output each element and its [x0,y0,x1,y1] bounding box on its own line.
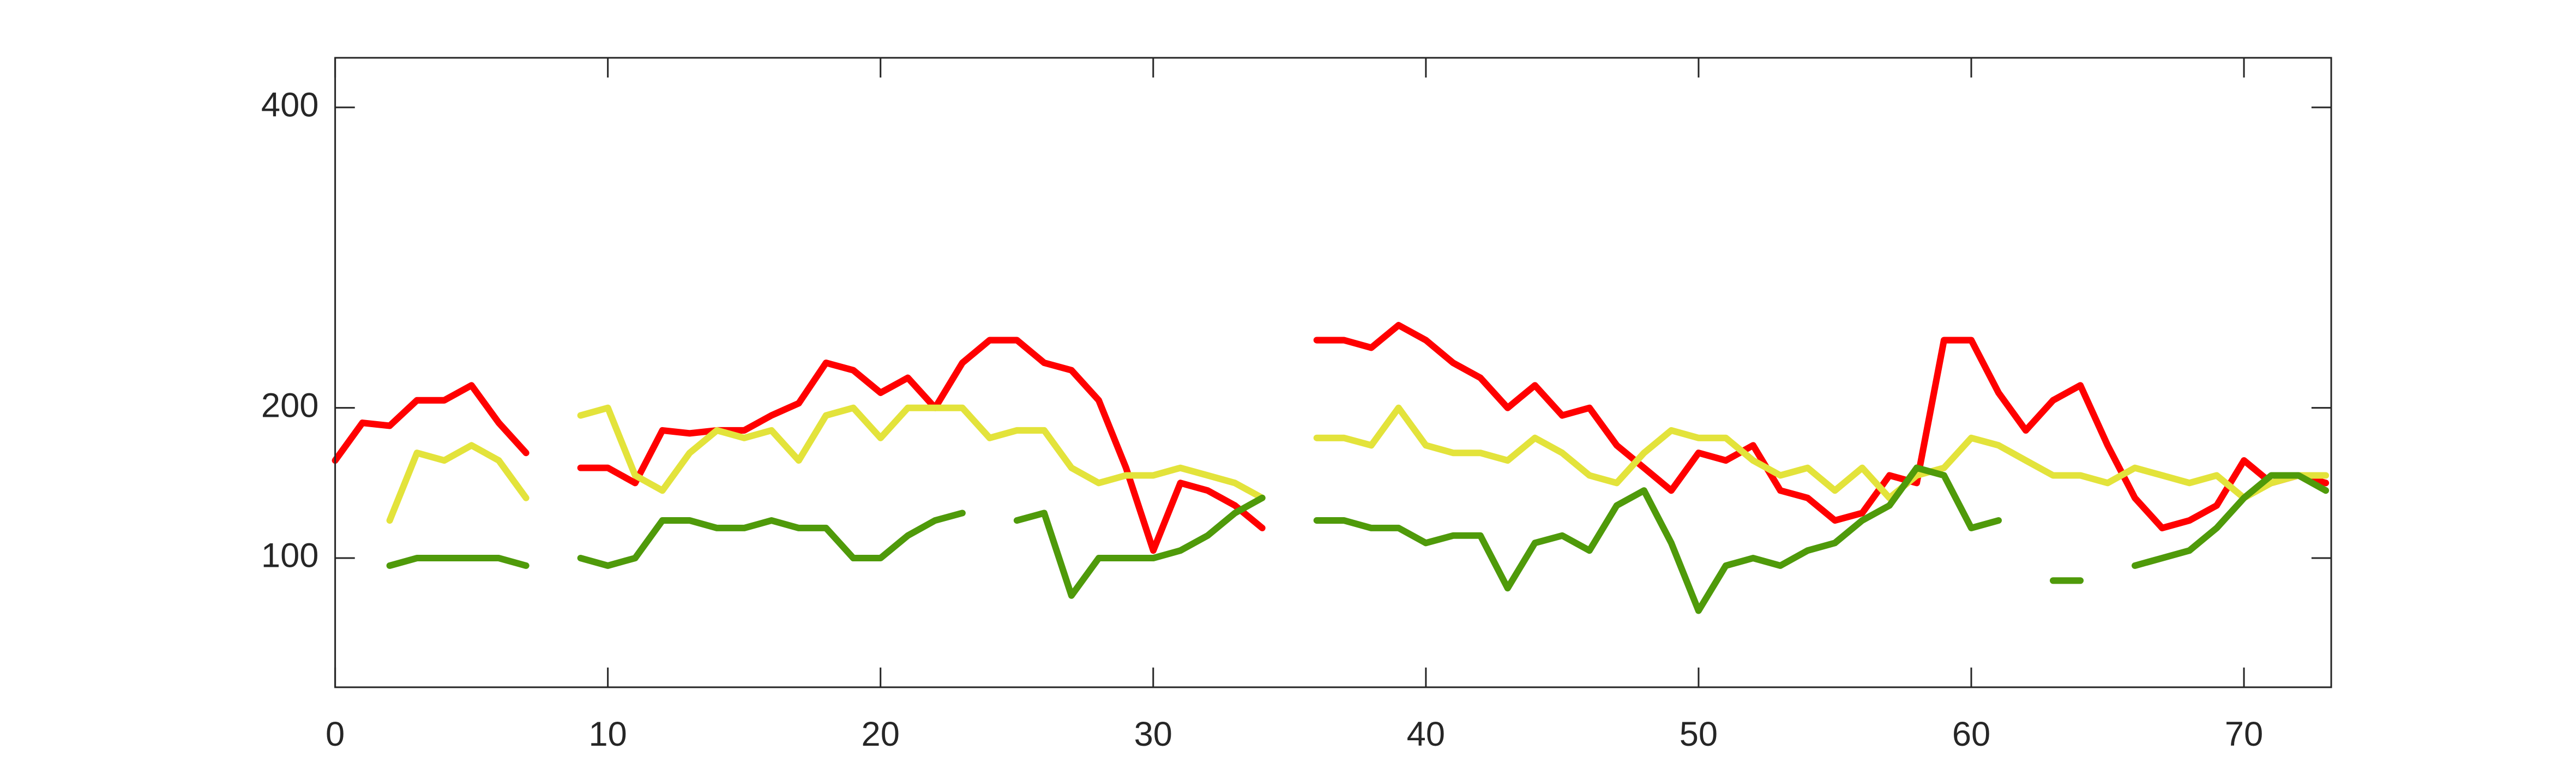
x-tick-label: 60 [1952,715,1990,753]
series-line [386,464,2330,614]
axes-box [334,57,2332,688]
x-tick-label: 70 [2225,715,2263,753]
plot-area [335,57,2332,687]
x-tick-label: 10 [588,715,627,753]
x-tick-label: 0 [326,715,345,753]
series-line [386,404,2330,524]
x-tick-label: 20 [862,715,900,753]
x-tick-label: 30 [1134,715,1172,753]
y-tick-label: 200 [261,386,319,424]
x-tick-label: 40 [1407,715,1445,753]
x-tick-label: 50 [1680,715,1718,753]
series-line [332,322,2330,554]
y-tick-label: 100 [261,537,319,575]
y-tick-label: 400 [261,86,319,124]
